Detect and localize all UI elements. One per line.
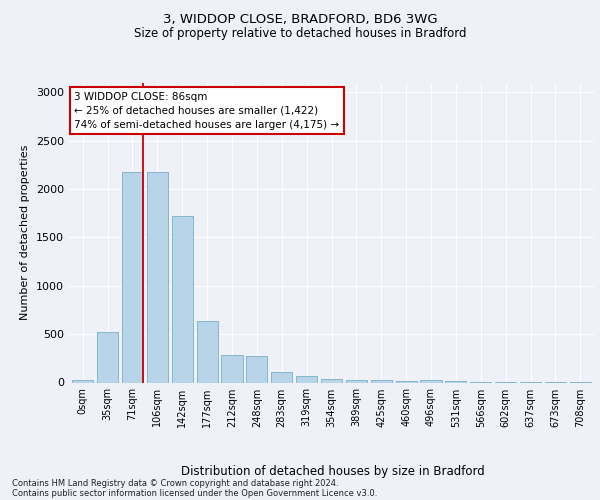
Text: Contains HM Land Registry data © Crown copyright and database right 2024.: Contains HM Land Registry data © Crown c… [12, 478, 338, 488]
Bar [395, 381, 417, 382]
Bar [296, 376, 317, 382]
Text: 3 WIDDOP CLOSE: 86sqm
← 25% of detached houses are smaller (1,422)
74% of semi-d: 3 WIDDOP CLOSE: 86sqm ← 25% of detached … [74, 92, 340, 130]
Text: Size of property relative to detached houses in Bradford: Size of property relative to detached ho… [134, 28, 466, 40]
Bar [321, 379, 342, 382]
Bar [371, 380, 392, 382]
Bar [122, 172, 143, 382]
Bar [445, 381, 466, 382]
Bar [421, 380, 442, 382]
Y-axis label: Number of detached properties: Number of detached properties [20, 145, 31, 320]
Text: Contains public sector information licensed under the Open Government Licence v3: Contains public sector information licen… [12, 488, 377, 498]
Text: Distribution of detached houses by size in Bradford: Distribution of detached houses by size … [181, 464, 485, 477]
Bar [197, 321, 218, 382]
Bar [72, 380, 93, 382]
Bar [246, 356, 268, 382]
Bar [97, 332, 118, 382]
Bar [147, 172, 168, 382]
Bar [346, 380, 367, 382]
Bar [271, 372, 292, 382]
Bar [172, 216, 193, 382]
Text: 3, WIDDOP CLOSE, BRADFORD, BD6 3WG: 3, WIDDOP CLOSE, BRADFORD, BD6 3WG [163, 12, 437, 26]
Bar [221, 356, 242, 382]
